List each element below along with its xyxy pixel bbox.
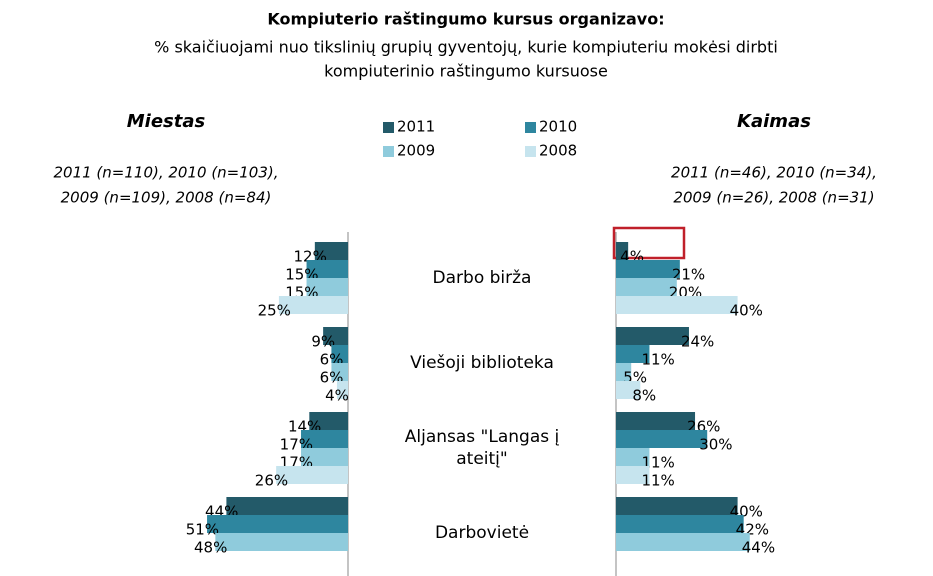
value-label: 11% [641, 472, 674, 490]
panel-note: 2011 (n=46), 2010 (n=34), [671, 164, 877, 182]
bar [276, 466, 348, 484]
legend-swatch [383, 146, 394, 157]
value-label: 26% [255, 472, 288, 490]
category-text: Darbovietė [434, 523, 530, 543]
bar [616, 533, 750, 551]
legend-swatch [525, 146, 536, 157]
value-label: 48% [194, 539, 227, 557]
value-label: 40% [730, 302, 763, 320]
subtitle: kompiuterinio raštingumo kursuose [324, 62, 608, 81]
bar [616, 515, 744, 533]
bar [278, 296, 348, 314]
legend-label: 2011 [397, 118, 435, 136]
value-label: 21% [672, 266, 705, 284]
value-label: 4% [325, 387, 349, 405]
value-label: 8% [632, 387, 656, 405]
bar [314, 242, 348, 260]
legend-label: 2008 [539, 142, 577, 160]
bar [616, 466, 650, 484]
category-label: Darbovietė [434, 523, 530, 543]
bar [306, 260, 348, 278]
category-label: Aljansas "Langas į ateitį" [404, 427, 560, 469]
bar [616, 430, 708, 448]
value-label: 30% [699, 436, 732, 454]
subtitle: % skaičiuojami nuo tikslinių grupių gyve… [154, 38, 778, 57]
category-text: Darbo birža [432, 268, 532, 288]
bar [616, 497, 738, 515]
legend-swatch [525, 122, 536, 133]
value-label: 44% [742, 539, 775, 557]
bar [301, 430, 348, 448]
bar [616, 345, 650, 363]
bar [616, 278, 677, 296]
bar [306, 278, 348, 296]
bar [616, 327, 689, 345]
chart-title: Kompiuterio raštingumo kursus organizavo… [267, 10, 664, 29]
value-label: 51% [186, 521, 219, 539]
highlight-box [612, 226, 686, 260]
value-label: 11% [641, 351, 674, 369]
value-label: 11% [641, 454, 674, 472]
bar [336, 381, 348, 399]
category-label: Darbo birža [432, 268, 532, 288]
bar [323, 327, 348, 345]
panel-note: 2011 (n=110), 2010 (n=103), [53, 164, 278, 182]
category-text: Viešoji biblioteka [410, 353, 554, 373]
bar [616, 448, 650, 466]
value-label: 24% [681, 333, 714, 351]
bar [616, 363, 632, 381]
value-label: 25% [258, 302, 291, 320]
bar [309, 412, 348, 430]
bar [331, 345, 348, 363]
panel-note: 2009 (n=109), 2008 (n=84) [61, 189, 272, 207]
panel-note: 2009 (n=26), 2008 (n=31) [673, 189, 874, 207]
bar [215, 533, 348, 551]
bar [226, 497, 348, 515]
panel-title: Kaimas [737, 111, 811, 132]
bar [616, 242, 629, 260]
category-label: Viešoji biblioteka [410, 353, 554, 373]
bar [616, 381, 641, 399]
legend-label: 2010 [539, 118, 577, 136]
panel-title: Miestas [127, 111, 206, 132]
value-label: 9% [311, 333, 335, 351]
bar [331, 363, 348, 381]
category-text: Aljansas "Langas į ateitį" [404, 427, 560, 469]
bar [301, 448, 348, 466]
bar [616, 296, 738, 314]
bar [616, 260, 680, 278]
bar [616, 412, 696, 430]
legend-label: 2009 [397, 142, 435, 160]
legend-swatch [383, 122, 394, 133]
bar [207, 515, 348, 533]
